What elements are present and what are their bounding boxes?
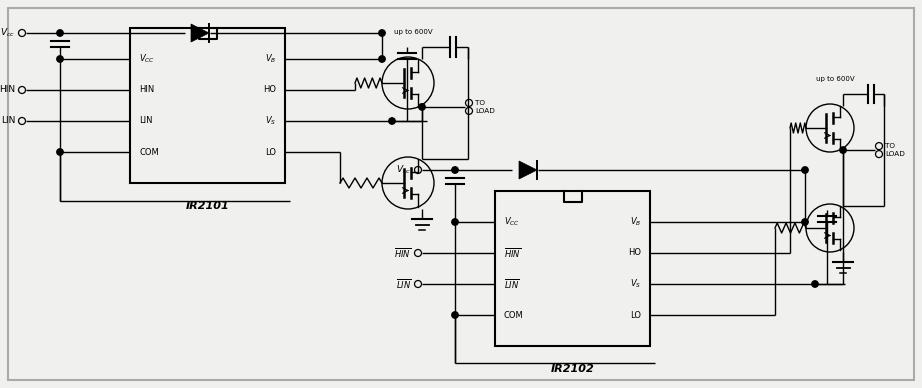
Circle shape: [389, 118, 396, 124]
Text: $\overline{LIN}$: $\overline{LIN}$: [396, 277, 411, 291]
Text: $V_{CC}$: $V_{CC}$: [504, 216, 520, 228]
Text: LOAD: LOAD: [885, 151, 904, 157]
Text: $V_B$: $V_B$: [265, 53, 276, 65]
Text: TO: TO: [885, 143, 895, 149]
Text: COM: COM: [504, 310, 524, 319]
Circle shape: [840, 147, 846, 153]
Circle shape: [811, 281, 818, 287]
Text: LIN: LIN: [139, 116, 152, 125]
Text: HIN: HIN: [0, 85, 15, 95]
Circle shape: [379, 56, 385, 62]
Text: IR2101: IR2101: [185, 201, 230, 211]
Text: LO: LO: [265, 147, 276, 156]
Text: HO: HO: [628, 248, 641, 258]
Text: IR2102: IR2102: [550, 364, 595, 374]
Bar: [495, 191, 650, 346]
Text: $\overline{LIN}$: $\overline{LIN}$: [504, 277, 519, 291]
Text: $V_B$: $V_B$: [630, 216, 641, 228]
Bar: [130, 28, 285, 183]
Circle shape: [57, 149, 64, 155]
Text: $\overline{HIN}$: $\overline{HIN}$: [394, 246, 411, 260]
Text: $\overline{HIN}$: $\overline{HIN}$: [504, 246, 521, 260]
Circle shape: [802, 219, 809, 225]
Polygon shape: [191, 24, 209, 42]
Text: TO: TO: [475, 100, 485, 106]
Polygon shape: [519, 161, 537, 179]
Circle shape: [452, 167, 458, 173]
Text: $V_S$: $V_S$: [265, 115, 276, 127]
Text: $V_{cc}$: $V_{cc}$: [0, 27, 15, 39]
Circle shape: [57, 30, 64, 36]
Circle shape: [419, 104, 425, 110]
Circle shape: [379, 30, 385, 36]
Text: LO: LO: [630, 310, 641, 319]
Text: up to 600V: up to 600V: [394, 29, 432, 35]
Text: $V_{cc}$: $V_{cc}$: [396, 164, 411, 176]
Text: LIN: LIN: [1, 116, 15, 125]
Circle shape: [802, 167, 809, 173]
Text: up to 600V: up to 600V: [816, 76, 855, 82]
Text: COM: COM: [139, 147, 159, 156]
Circle shape: [57, 56, 64, 62]
Circle shape: [452, 312, 458, 318]
Text: $V_S$: $V_S$: [630, 278, 641, 290]
Circle shape: [452, 219, 458, 225]
Text: $V_{CC}$: $V_{CC}$: [139, 53, 155, 65]
Text: LOAD: LOAD: [475, 108, 495, 114]
Text: HIN: HIN: [139, 85, 154, 95]
Text: HO: HO: [263, 85, 276, 95]
